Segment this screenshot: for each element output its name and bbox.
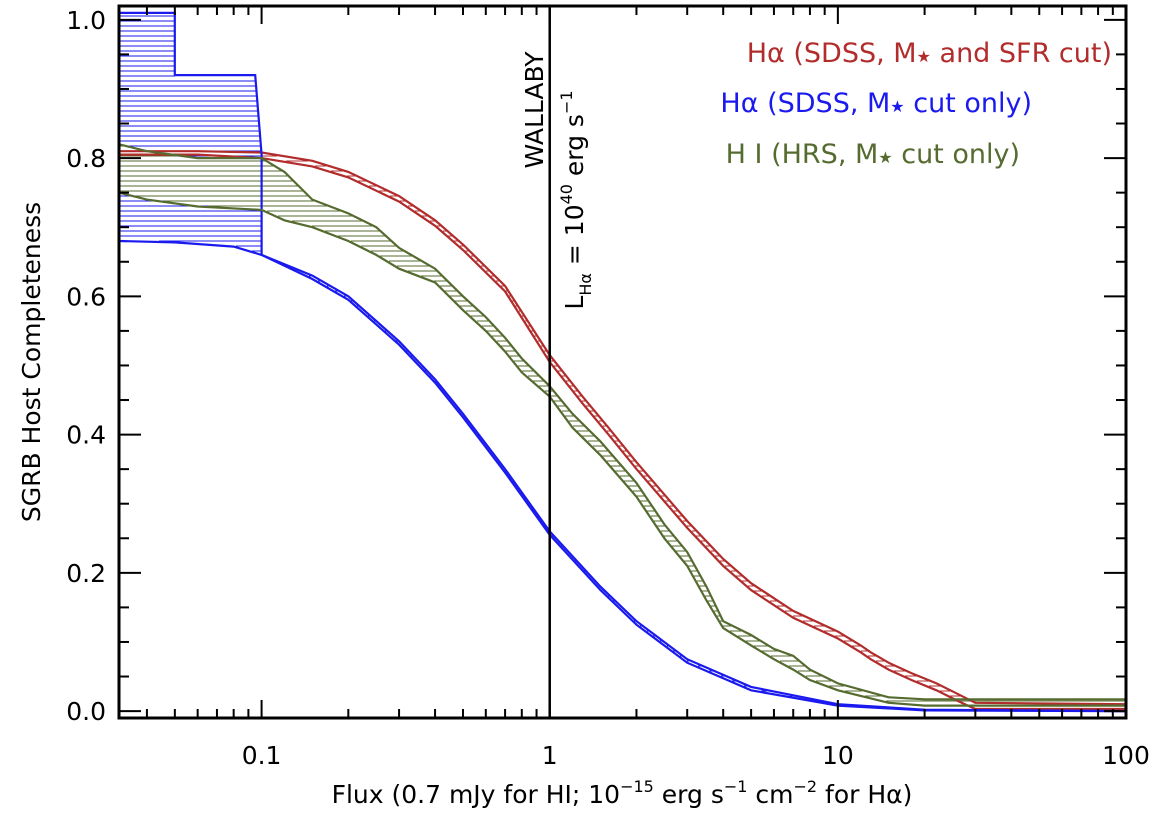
y-tick-label: 0.6 <box>66 282 106 311</box>
x-tick-label: 0.1 <box>242 741 282 770</box>
y-tick-label: 0.2 <box>66 559 106 588</box>
hatch-layer <box>119 15 1126 707</box>
tick-label-layer: 0.1 1 10 100 0.0 0.2 0.4 0.6 0.8 1.0 <box>66 6 1150 770</box>
series-2-lower-line <box>119 191 1126 707</box>
x-tick-label: 1 <box>542 741 558 770</box>
series-1-upper-line <box>119 11 1126 713</box>
x-tick-label: 10 <box>822 741 854 770</box>
y-tick-label: 1.0 <box>66 6 106 35</box>
x-tick-label: 100 <box>1102 741 1150 770</box>
wallaby-labels: WALLABY LHα = 1040 erg s−1 <box>520 51 595 310</box>
y-tick-label: 0.8 <box>66 144 106 173</box>
series-1-lower-line <box>119 239 1126 713</box>
plot-frame <box>117 4 1128 720</box>
star-icon: ★ <box>878 148 892 167</box>
y-tick-label: 0.4 <box>66 421 106 450</box>
legend-item-ha-mstar: Hα (SDSS, M★ cut only) <box>720 88 1032 119</box>
star-icon: ★ <box>890 97 904 116</box>
tick-layer <box>119 6 1127 718</box>
y-tick-label: 0.0 <box>66 697 106 726</box>
x-axis-label: Flux (0.7 mJy for HI; 10−15 erg s−1 cm−2… <box>332 777 913 809</box>
wallaby-label: WALLABY <box>520 51 549 169</box>
legend-item-ha-sfr: Hα (SDSS, M★ and SFR cut) <box>747 38 1112 69</box>
series-2-upper-line <box>119 143 1126 701</box>
series-0-upper-line <box>119 150 1126 706</box>
y-axis-label: SGRB Host Completeness <box>17 202 46 522</box>
legend: Hα (SDSS, M★ and SFR cut) Hα (SDSS, M★ c… <box>720 38 1112 170</box>
legend-item-hi-mstar: H I (HRS, M★ cut only) <box>726 139 1020 170</box>
star-icon: ★ <box>917 47 931 66</box>
series-0-lower-line <box>119 153 1126 711</box>
lha-label: LHα = 1040 erg s−1 <box>557 90 595 309</box>
series-layer <box>119 11 1126 713</box>
